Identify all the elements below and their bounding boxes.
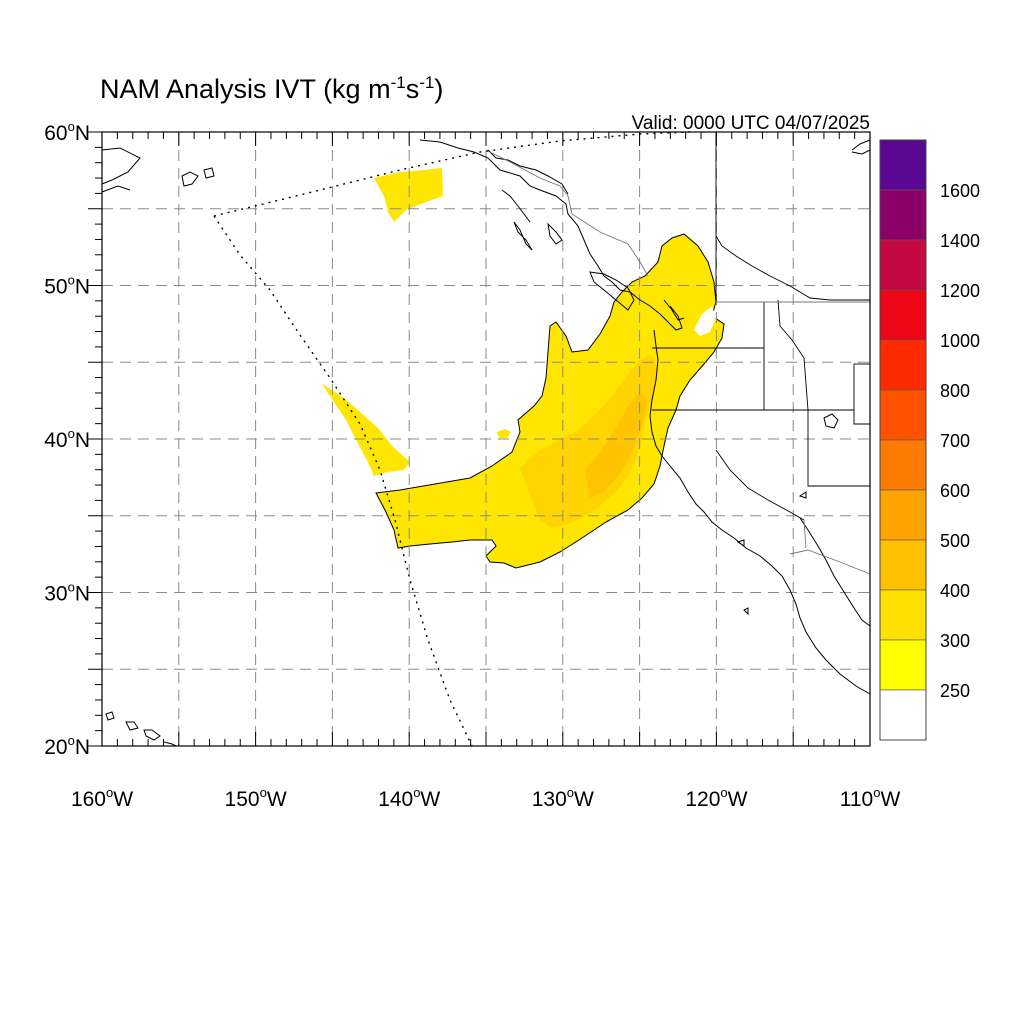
colorbar-label: 500 — [940, 531, 970, 551]
colorbar-swatch — [879, 639, 927, 691]
axis-ticks — [88, 131, 871, 747]
colorbar-label: 1000 — [940, 331, 980, 351]
colorbar-label: 300 — [940, 631, 970, 651]
figure-title: NAM Analysis IVT (kg m-1s-1) — [100, 73, 443, 104]
map-panel — [101, 131, 871, 747]
colorbar-label: 1400 — [940, 231, 980, 251]
colorbar-swatch — [879, 439, 927, 491]
colorbar: 1600 1400 1200 1000 800 700 600 500 400 300 250 — [879, 139, 980, 741]
ivt-core-inner — [585, 392, 648, 498]
colorbar-label: 600 — [940, 481, 970, 501]
colorbar-label: 1200 — [940, 281, 980, 301]
colorbar-swatch — [879, 239, 927, 291]
lat-label: 60oN — [44, 119, 90, 145]
colorbar-swatch — [879, 139, 927, 191]
colorbar-label: 250 — [940, 681, 970, 701]
colorbar-frame — [879, 139, 927, 741]
political-borders — [489, 132, 871, 575]
lon-label: 150oW — [225, 785, 287, 811]
ivt-shading — [322, 168, 725, 569]
lon-label: 110oW — [840, 785, 901, 811]
valid-time-label: Valid: 0000 UTC 04/07/2025 — [632, 113, 870, 134]
lon-label: 160oW — [71, 785, 133, 811]
ivt-patch-small — [497, 429, 511, 438]
colorbar-swatch — [879, 339, 927, 391]
lat-label: 40oN — [44, 426, 90, 452]
colorbar-label: 400 — [940, 581, 970, 601]
lat-label: 30oN — [44, 580, 90, 606]
lat-label: 20oN — [44, 733, 90, 759]
ivt-core-band — [520, 354, 658, 528]
colorbar-swatch — [879, 289, 927, 341]
colorbar-swatch — [879, 689, 927, 741]
lon-label: 120oW — [685, 785, 747, 811]
lon-label: 130oW — [532, 785, 594, 811]
graticule — [102, 132, 870, 746]
colorbar-swatch — [879, 189, 927, 241]
ivt-gap — [694, 306, 716, 336]
colorbar-swatch — [879, 539, 927, 591]
lat-label: 50oN — [44, 273, 90, 299]
colorbar-swatch — [879, 489, 927, 541]
coastlines — [101, 139, 871, 747]
colorbar-label: 800 — [940, 381, 970, 401]
colorbar-swatch — [879, 589, 927, 641]
axis-labels: 60oN 50oN 40oN 30oN 20oN 160oW 150oW 140oW 130oW… — [44, 119, 900, 811]
ivt-patch-west — [322, 384, 410, 476]
colorbar-label: 1600 — [940, 181, 980, 201]
colorbar-swatch — [879, 389, 927, 441]
lon-label: 140oW — [378, 785, 440, 811]
colorbar-label: 700 — [940, 431, 970, 451]
